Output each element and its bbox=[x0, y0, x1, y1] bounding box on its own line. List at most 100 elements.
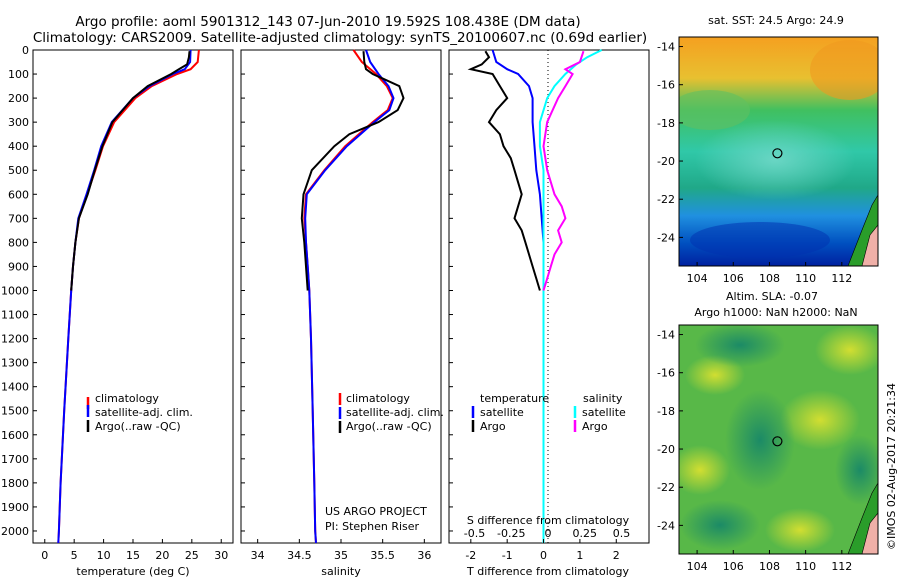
difference-axes bbox=[448, 49, 650, 544]
y-tick-label: 600 bbox=[8, 188, 29, 201]
x-tick-label: 0 bbox=[540, 549, 547, 562]
series-line-salinity-argo bbox=[542, 50, 585, 291]
s-difference-label: S difference from climatology bbox=[467, 514, 630, 527]
legend-label: satellite-adj. clim. bbox=[346, 406, 444, 419]
series-line-salinity-satellite bbox=[538, 49, 603, 543]
y-tick-label: 1800 bbox=[1, 477, 29, 490]
legend-title-salinity: salinity bbox=[583, 392, 623, 405]
sla-map: Altim. SLA: -0.07 Argo h1000: NaN h2000:… bbox=[657, 290, 879, 573]
map-y-tick-label: -14 bbox=[657, 329, 675, 342]
series-line-climatology bbox=[57, 49, 200, 544]
map-y-tick-label: -22 bbox=[657, 481, 675, 494]
y-tick-label: 800 bbox=[8, 236, 29, 249]
legend-label: Argo bbox=[480, 420, 506, 433]
map-x-tick-label: 104 bbox=[687, 560, 708, 573]
legend-label: satellite bbox=[480, 406, 524, 419]
map-x-tick-label: 104 bbox=[687, 272, 708, 285]
x-tick-label: -2 bbox=[465, 549, 476, 562]
x-tick-label: 34.5 bbox=[287, 549, 312, 562]
sla-axes bbox=[678, 324, 879, 555]
s-tick-label: 0.5 bbox=[613, 527, 631, 540]
map-y-tick-label: -16 bbox=[657, 79, 675, 92]
legend-label: Argo bbox=[582, 420, 608, 433]
x-tick-label: 25 bbox=[185, 549, 199, 562]
x-tick-label: 2 bbox=[613, 549, 620, 562]
salinity-panel: 34 34.5 35 35.5 36 climatology satellite-adj… bbox=[240, 49, 444, 578]
argo-position-marker bbox=[772, 148, 783, 159]
series-line-temperature-argo bbox=[467, 50, 541, 291]
series-line-argo-raw-qc- bbox=[70, 51, 191, 291]
map-y-tick-label: -16 bbox=[657, 367, 675, 380]
y-tick-label: 1400 bbox=[1, 381, 29, 394]
difference-panel: -2 -1 0 1 2 -0.5 -0.25 0 0.25 0.5 temperature sal… bbox=[448, 49, 650, 578]
temperature-xlabel: temperature (deg C) bbox=[76, 565, 189, 578]
x-tick-label: 20 bbox=[155, 549, 169, 562]
map-x-tick-label: 110 bbox=[795, 272, 816, 285]
map-x-tick-label: 106 bbox=[723, 272, 744, 285]
s-tick-label: -0.5 bbox=[464, 527, 485, 540]
y-tick-label: 1200 bbox=[1, 333, 29, 346]
map-x-tick-label: 108 bbox=[759, 272, 780, 285]
x-tick-label: 1 bbox=[576, 549, 583, 562]
x-tick-label: 5 bbox=[71, 549, 78, 562]
x-tick-label: 30 bbox=[214, 549, 228, 562]
map-y-tick-label: -20 bbox=[657, 443, 675, 456]
sla-title-line1: Altim. SLA: -0.07 bbox=[726, 290, 818, 303]
argo-position-marker bbox=[772, 436, 783, 447]
y-tick-label: 700 bbox=[8, 212, 29, 225]
series-line-argo-raw-qc- bbox=[300, 51, 405, 291]
map-y-tick-label: -22 bbox=[657, 193, 675, 206]
legend-label: satellite-adj. clim. bbox=[95, 406, 193, 419]
sla-title-line2: Argo h1000: NaN h2000: NaN bbox=[694, 306, 857, 319]
s-tick-label: -0.25 bbox=[497, 527, 525, 540]
map-y-tick-label: -24 bbox=[657, 519, 675, 532]
map-y-tick-label: -18 bbox=[657, 117, 675, 130]
y-tick-label: 900 bbox=[8, 260, 29, 273]
legend-label: satellite bbox=[582, 406, 626, 419]
imos-watermark: ©IMOS 02-Aug-2017 20:21:34 bbox=[885, 383, 898, 550]
sst-map: sat. SST: 24.5 Argo: 24.9 104 106 108 110 11… bbox=[657, 14, 879, 285]
x-tick-label: 36 bbox=[417, 549, 431, 562]
sst-title: sat. SST: 24.5 Argo: 24.9 bbox=[708, 14, 844, 27]
sst-heatmap bbox=[679, 37, 878, 266]
y-tick-label: 1100 bbox=[1, 309, 29, 322]
y-tick-label: 500 bbox=[8, 164, 29, 177]
legend-label: Argo(..raw -QC) bbox=[95, 420, 181, 433]
y-tick-label: 1000 bbox=[1, 284, 29, 297]
map-x-tick-label: 112 bbox=[831, 272, 852, 285]
y-tick-label: 1500 bbox=[1, 405, 29, 418]
salinity-legend: climatology satellite-adj. clim. Argo(..… bbox=[338, 392, 444, 433]
x-tick-label: 35 bbox=[334, 549, 348, 562]
temperature-axes bbox=[32, 49, 234, 544]
x-tick-label: -1 bbox=[502, 549, 513, 562]
series-line-climatology bbox=[303, 49, 394, 544]
legend-label: climatology bbox=[346, 392, 410, 405]
figure-title-line1: Argo profile: aoml 5901312_143 07-Jun-20… bbox=[75, 14, 580, 30]
y-tick-label: 200 bbox=[8, 92, 29, 105]
x-tick-label: 34 bbox=[251, 549, 265, 562]
map-y-tick-label: -24 bbox=[657, 231, 675, 244]
legend-label: climatology bbox=[95, 392, 159, 405]
s-tick-label: 0 bbox=[545, 527, 552, 540]
y-tick-label: 1300 bbox=[1, 357, 29, 370]
y-tick-label: 2000 bbox=[1, 525, 29, 538]
salinity-axes bbox=[240, 49, 442, 544]
map-y-tick-label: -18 bbox=[657, 405, 675, 418]
map-x-tick-label: 112 bbox=[831, 560, 852, 573]
x-tick-label: 35.5 bbox=[370, 549, 395, 562]
map-x-tick-label: 106 bbox=[723, 560, 744, 573]
s-tick-label: 0.25 bbox=[573, 527, 598, 540]
salinity-xlabel: salinity bbox=[321, 565, 361, 578]
y-tick-label: 1900 bbox=[1, 501, 29, 514]
pi-label: PI: Stephen Riser bbox=[325, 520, 420, 533]
y-tick-label: 0 bbox=[22, 44, 29, 57]
y-tick-label: 1600 bbox=[1, 429, 29, 442]
map-y-tick-label: -14 bbox=[657, 41, 675, 54]
x-tick-label: 0 bbox=[41, 549, 48, 562]
series-line-satellite-adj-clim- bbox=[304, 49, 395, 544]
t-difference-label: T difference from climatology bbox=[466, 565, 629, 578]
y-tick-label: 100 bbox=[8, 68, 29, 81]
temperature-panel: 0 5 10 15 20 25 300100200300400500600700800900… bbox=[1, 44, 234, 578]
sla-heatmap bbox=[679, 325, 878, 554]
